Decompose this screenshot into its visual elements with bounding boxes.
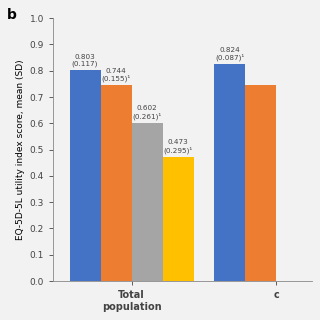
Text: 0.473
(0.295)¹: 0.473 (0.295)¹ <box>164 139 193 154</box>
Bar <box>132 123 163 281</box>
Text: 0.803
(0.117): 0.803 (0.117) <box>72 53 98 67</box>
Y-axis label: EQ-5D-5L utility index score, mean (SD): EQ-5D-5L utility index score, mean (SD) <box>16 59 25 240</box>
Text: b: b <box>6 8 16 22</box>
Bar <box>100 85 132 281</box>
Bar <box>163 157 194 281</box>
Text: 0.824
(0.087)¹: 0.824 (0.087)¹ <box>215 47 244 61</box>
Text: 0.602
(0.261)¹: 0.602 (0.261)¹ <box>132 105 162 120</box>
Bar <box>245 85 276 281</box>
Bar <box>214 64 245 281</box>
Bar <box>69 70 100 281</box>
Text: 0.744
(0.155)¹: 0.744 (0.155)¹ <box>101 68 131 82</box>
